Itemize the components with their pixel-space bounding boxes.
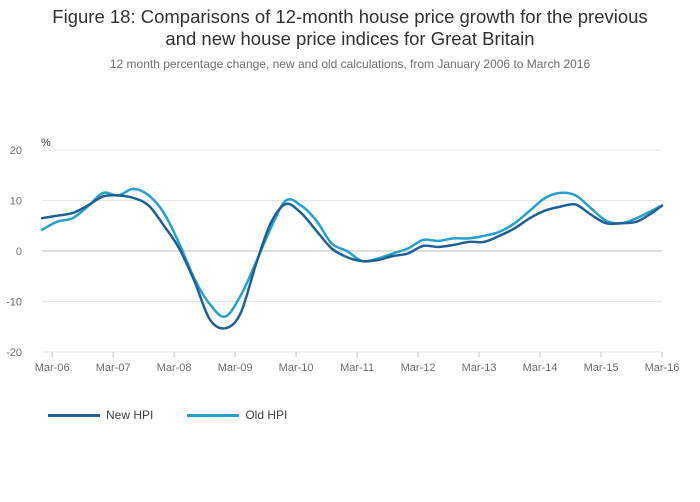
x-tick-label: Mar-14 bbox=[523, 362, 558, 374]
legend-item-old-hpi[interactable]: Old HPI bbox=[187, 408, 287, 422]
chart-title-line-1: Figure 18: Comparisons of 12-month house… bbox=[52, 6, 648, 27]
y-tick-label: 20 bbox=[10, 145, 22, 157]
series-line-new-hpi bbox=[40, 193, 664, 330]
chart-title: Figure 18: Comparisons of 12-month house… bbox=[0, 6, 700, 50]
x-tick-label: Mar-13 bbox=[462, 362, 497, 374]
legend-item-new-hpi[interactable]: New HPI bbox=[48, 408, 153, 422]
legend-swatch-new-hpi bbox=[48, 413, 100, 417]
y-tick-label: -10 bbox=[6, 297, 22, 309]
x-tick-label: Mar-16 bbox=[645, 362, 680, 374]
x-tick-label: Mar-10 bbox=[279, 362, 314, 374]
legend-swatch-old-hpi bbox=[187, 413, 240, 417]
series-line-old-hpi bbox=[40, 187, 664, 318]
x-tick-label: Mar-07 bbox=[96, 362, 131, 374]
x-tick-label: Mar-15 bbox=[584, 362, 619, 374]
x-tick-label: Mar-11 bbox=[340, 362, 374, 374]
chart-title-line-2: and new house price indices for Great Br… bbox=[165, 28, 535, 49]
legend-label-new-hpi: New HPI bbox=[106, 408, 154, 422]
x-tick-label: Mar-12 bbox=[401, 362, 436, 374]
x-tick-label: Mar-09 bbox=[218, 362, 253, 374]
chart-legend: New HPI Old HPI bbox=[48, 408, 321, 422]
y-axis-label: % bbox=[41, 137, 51, 149]
x-tick-label: Mar-06 bbox=[35, 362, 70, 374]
y-tick-label: -20 bbox=[6, 347, 22, 359]
y-tick-label: 0 bbox=[16, 246, 22, 258]
y-tick-label: 10 bbox=[10, 196, 22, 208]
chart-subtitle: 12 month percentage change, new and old … bbox=[109, 57, 591, 71]
x-tick-label: Mar-08 bbox=[157, 362, 192, 374]
legend-label-old-hpi: Old HPI bbox=[245, 408, 288, 422]
